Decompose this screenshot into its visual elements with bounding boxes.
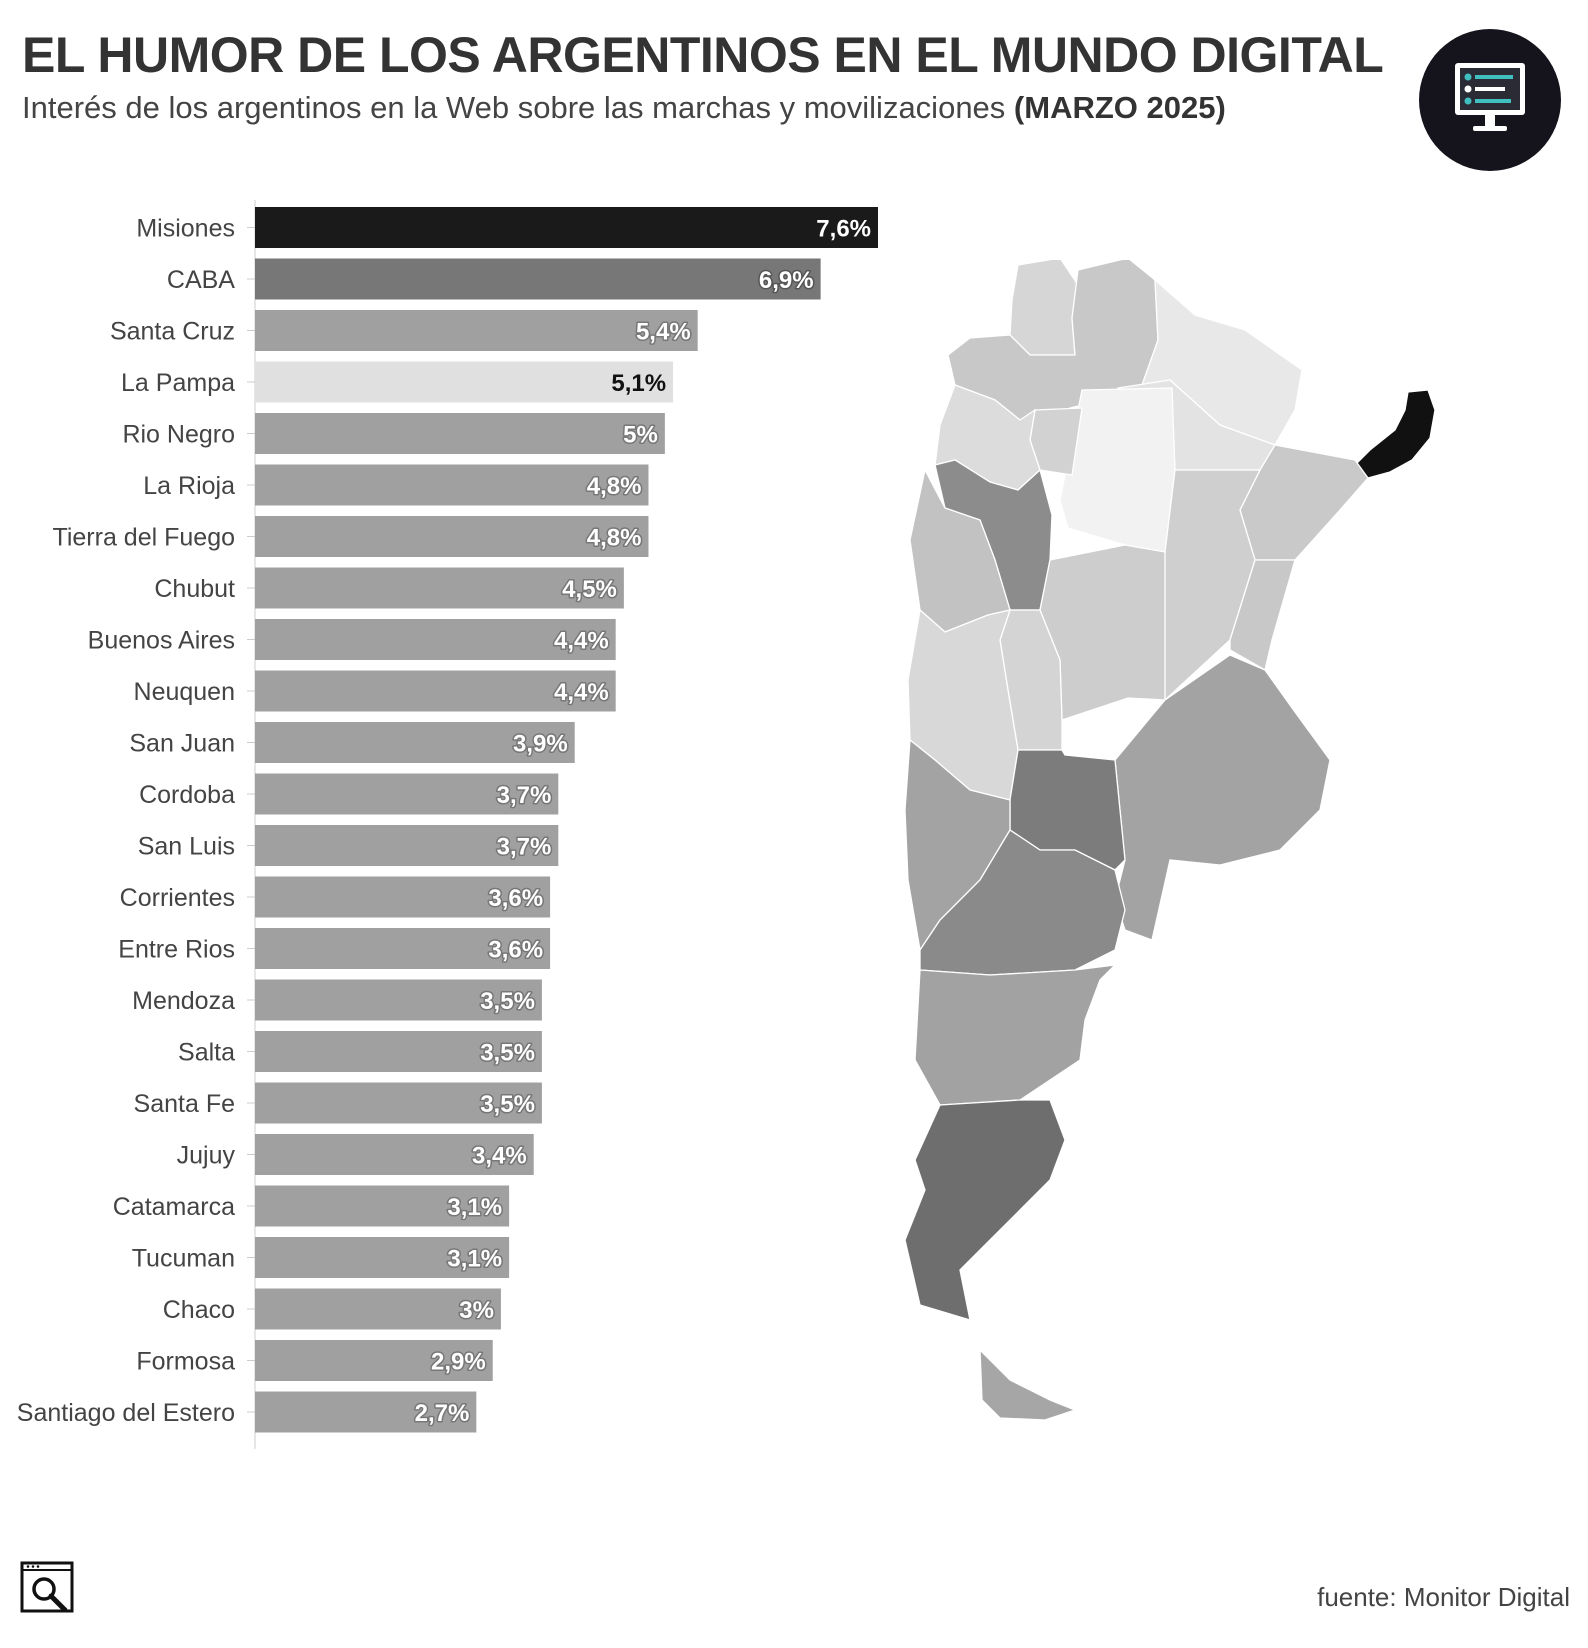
value-label: 4,5%	[562, 576, 617, 603]
value-label: 3,4%	[472, 1143, 527, 1170]
value-label: 3,6%	[488, 885, 543, 912]
bar	[255, 1185, 510, 1227]
category-label: Santa Cruz	[110, 318, 235, 346]
chart-subtitle: Interés de los argentinos en la Web sobr…	[22, 90, 1226, 126]
argentina-province-map	[904, 260, 1436, 1421]
chart-title: EL HUMOR DE LOS ARGENTINOS EN EL MUNDO D…	[22, 27, 1384, 83]
value-label: 3,9%	[513, 731, 568, 758]
bar	[255, 207, 878, 248]
category-label: La Rioja	[143, 472, 235, 500]
bar-chart: Misiones 7,6% CABA 6,9% Santa Cruz 5,4% La Pam…	[17, 200, 878, 1449]
bar	[255, 773, 559, 815]
province-chubut	[914, 964, 1117, 1106]
category-label: CABA	[167, 266, 235, 294]
value-label: 4,8%	[587, 525, 642, 552]
province-jujuy	[1009, 260, 1079, 356]
category-label: Salta	[178, 1039, 235, 1067]
category-label: Formosa	[136, 1348, 235, 1376]
category-label: La Pampa	[121, 369, 235, 397]
bars-group: Misiones 7,6% CABA 6,9% Santa Cruz 5,4% La Pam…	[17, 207, 878, 1433]
value-label: 3,5%	[480, 1040, 535, 1067]
bar	[255, 516, 649, 557]
category-label: Tierra del Fuego	[53, 524, 236, 552]
category-label: Cordoba	[139, 781, 235, 809]
category-label: Misiones	[136, 215, 235, 243]
value-label: 5,4%	[636, 319, 691, 346]
value-label: 7,6%	[816, 216, 871, 243]
value-label: 3,5%	[480, 988, 535, 1015]
bar	[255, 310, 698, 351]
bar	[255, 722, 575, 763]
bar	[255, 1288, 501, 1330]
bar	[255, 619, 616, 660]
value-label: 4,4%	[554, 679, 609, 706]
category-label: Neuquen	[134, 678, 235, 706]
bar	[255, 1340, 493, 1381]
province-santa-cruz	[904, 1099, 1066, 1321]
bar	[255, 1134, 534, 1175]
value-label: 3,7%	[497, 782, 552, 809]
bar	[255, 413, 665, 454]
category-label: San Luis	[138, 833, 235, 861]
category-label: Mendoza	[132, 987, 235, 1015]
value-label: 3,6%	[488, 937, 543, 964]
value-label: 4,4%	[554, 628, 609, 655]
bar	[255, 464, 649, 506]
category-label: Chaco	[163, 1296, 235, 1324]
monitor-logo-badge	[1419, 29, 1561, 171]
value-label: 3,7%	[497, 834, 552, 861]
value-label: 3,1%	[447, 1194, 502, 1221]
bar	[255, 670, 616, 712]
category-label: Santiago del Estero	[17, 1399, 235, 1427]
bar	[255, 1237, 510, 1278]
category-label: Rio Negro	[122, 421, 235, 449]
value-label: 5%	[623, 422, 658, 449]
bar	[255, 1391, 477, 1433]
bar	[255, 361, 674, 403]
category-label: Tucuman	[132, 1245, 235, 1273]
province-misiones	[1354, 389, 1436, 479]
bar	[255, 1082, 542, 1124]
bar	[255, 258, 821, 300]
magnifier-window-icon	[20, 1561, 74, 1613]
bar	[255, 928, 551, 969]
category-label: Buenos Aires	[88, 627, 235, 655]
category-label: Entre Rios	[118, 936, 235, 964]
value-label: 3%	[459, 1297, 494, 1324]
value-label: 3,5%	[480, 1091, 535, 1118]
bar	[255, 1031, 542, 1072]
value-label: 5,1%	[611, 370, 666, 397]
value-label: 6,9%	[759, 267, 814, 294]
bar	[255, 979, 542, 1021]
province-tierra-del-fuego	[979, 1348, 1077, 1421]
category-label: Santa Fe	[134, 1090, 235, 1118]
bar	[255, 567, 624, 609]
bar	[255, 825, 559, 866]
category-label: San Juan	[129, 730, 235, 758]
category-label: Corrientes	[120, 884, 235, 912]
value-label: 3,1%	[447, 1246, 502, 1273]
value-label: 4,8%	[587, 473, 642, 500]
monitor-dashboard-icon	[1455, 63, 1525, 131]
bar	[255, 876, 551, 918]
category-label: Chubut	[154, 575, 235, 603]
subtitle-text: Interés de los argentinos en la Web sobr…	[22, 90, 1006, 125]
subtitle-period: (MARZO 2025)	[1013, 90, 1226, 125]
source-note: fuente: Monitor Digital	[1317, 1582, 1570, 1612]
category-label: Catamarca	[113, 1193, 235, 1221]
value-label: 2,7%	[415, 1400, 470, 1427]
category-label: Jujuy	[177, 1142, 236, 1170]
value-label: 2,9%	[431, 1349, 486, 1376]
province-buenos-aires	[1114, 654, 1331, 941]
